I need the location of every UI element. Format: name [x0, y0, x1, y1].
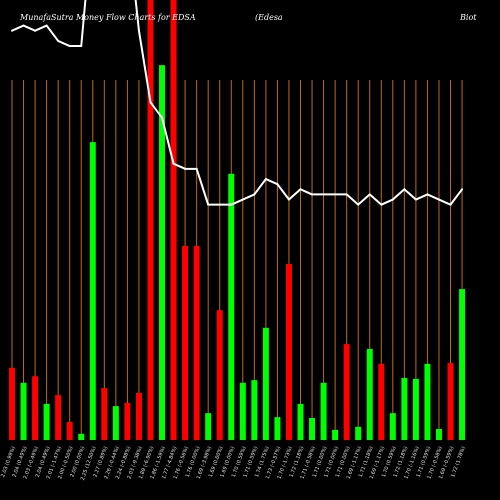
bar [228, 173, 235, 441]
chart-title-part-1: MunafaSutra Money Flow Charts for EDSA [19, 13, 196, 22]
line-point [34, 29, 37, 32]
bar [182, 245, 189, 440]
chart-title-part-3: Biot [459, 13, 477, 22]
line-point [345, 193, 348, 196]
bar [285, 264, 292, 440]
bar [389, 413, 396, 440]
bar [332, 429, 339, 440]
bar [159, 65, 166, 441]
line-point [391, 198, 394, 201]
bar [320, 382, 327, 440]
bar [66, 421, 73, 440]
bar [343, 344, 350, 440]
line-point [184, 167, 187, 170]
bar-layer [9, 0, 466, 441]
bar [401, 377, 408, 440]
line-point [172, 162, 175, 165]
line-point [461, 188, 464, 191]
bar [205, 413, 212, 440]
bar [355, 426, 362, 440]
bar [447, 363, 454, 440]
line-point [368, 193, 371, 196]
line-point [137, 29, 140, 32]
bar [147, 0, 154, 440]
bar [112, 406, 119, 440]
chart-title-part-2: (Edesa [255, 13, 283, 22]
line-point [311, 193, 314, 196]
bar [274, 417, 281, 440]
bar [412, 378, 419, 440]
line-point [334, 193, 337, 196]
line-point [11, 29, 13, 32]
bar [297, 403, 304, 440]
line-point [161, 116, 164, 119]
bar [262, 327, 269, 440]
line-point [437, 198, 440, 201]
line-point [403, 188, 406, 191]
bar [32, 376, 39, 440]
bar [170, 0, 177, 440]
line-point [45, 24, 48, 27]
line-point [414, 198, 417, 201]
bar [89, 142, 96, 440]
bar [193, 245, 200, 440]
line-point [380, 203, 383, 206]
bar [78, 433, 85, 440]
bar [251, 380, 258, 440]
line-point [230, 203, 233, 206]
line-point [207, 203, 210, 206]
line-point [276, 183, 279, 186]
bar [424, 363, 431, 440]
line-point [218, 203, 221, 206]
line-point [322, 193, 325, 196]
bar [124, 403, 131, 440]
line-layer [11, 0, 464, 206]
bar [309, 418, 316, 440]
bar [20, 382, 27, 440]
line-point [357, 203, 360, 206]
line-point [253, 193, 256, 196]
line-point [241, 198, 244, 201]
bar [43, 403, 50, 440]
line-point [57, 39, 60, 42]
line-point [22, 24, 25, 27]
line-point [449, 203, 452, 206]
line-point [264, 178, 267, 181]
bar [55, 395, 62, 440]
bar [366, 348, 373, 440]
bar [216, 310, 223, 440]
bar [239, 382, 246, 440]
bar [459, 289, 466, 440]
line-point [426, 193, 429, 196]
line-point [80, 45, 83, 48]
bar [101, 388, 108, 440]
line-point [68, 45, 71, 48]
bar [435, 429, 442, 440]
line-point [195, 167, 198, 170]
line-point [149, 101, 152, 104]
bar [9, 367, 15, 440]
series-line [11, 0, 463, 206]
bar [378, 363, 385, 440]
line-point [287, 198, 290, 201]
bar [135, 392, 142, 440]
line-point [299, 188, 302, 191]
